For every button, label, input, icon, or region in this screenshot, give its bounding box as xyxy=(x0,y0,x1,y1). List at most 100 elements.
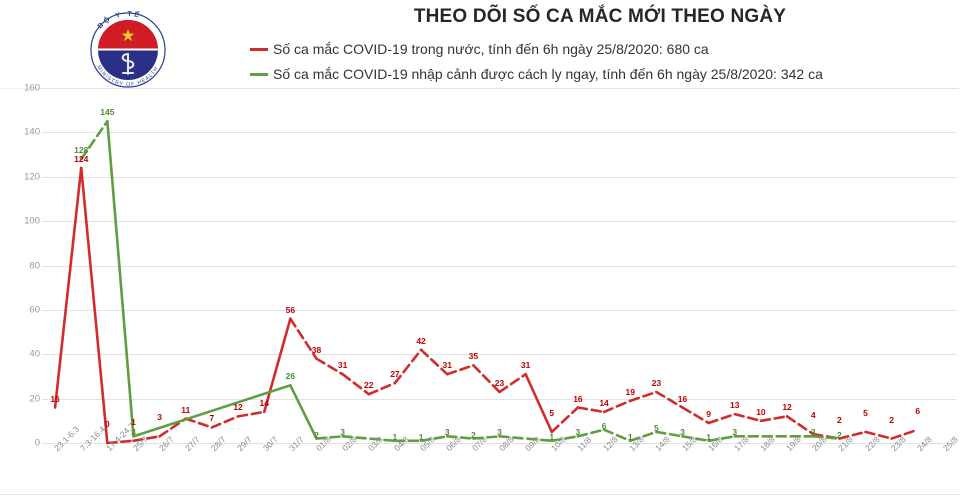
series-segment xyxy=(628,390,658,403)
y-axis: 0 20 40 60 80 100 120 140 160 xyxy=(0,83,40,449)
gridline xyxy=(42,265,957,267)
data-point-label: 2 xyxy=(836,414,842,425)
data-point-label: 3 xyxy=(444,427,450,438)
series-segment xyxy=(289,317,318,360)
data-point-label: 3 xyxy=(340,427,346,438)
gridline xyxy=(42,398,957,400)
series-segment xyxy=(315,357,344,376)
y-axis-tick-label: 160 xyxy=(24,82,40,94)
series-segment xyxy=(341,372,371,396)
data-point-label: 1 xyxy=(549,431,555,442)
data-point-label: 128 xyxy=(74,145,89,155)
series-segment xyxy=(681,406,710,425)
y-axis-tick-label: 60 xyxy=(29,304,40,316)
data-point-label: 3 xyxy=(157,412,163,423)
data-point-label: 0 xyxy=(104,419,110,429)
series-segment xyxy=(498,372,527,394)
y-axis-tick-label: 40 xyxy=(29,348,40,360)
data-point-label: 145 xyxy=(100,107,115,118)
legend-swatch-green-icon xyxy=(250,72,268,76)
legend-label-domestic: Số ca mắc COVID-19 trong nước, tính đến … xyxy=(273,41,709,57)
series-segment xyxy=(341,435,397,443)
series-segment xyxy=(472,364,501,394)
series-segment xyxy=(419,435,449,443)
series-segment xyxy=(655,390,684,409)
series-segment xyxy=(184,417,214,429)
chart-gridlines xyxy=(42,88,957,444)
chart-series-lines xyxy=(53,119,920,445)
series-segment xyxy=(811,435,841,440)
data-point-label: 2 xyxy=(836,429,842,440)
series-segment xyxy=(79,119,109,161)
series-segment xyxy=(733,412,763,423)
ministry-of-health-vietnam-logo: BỘ Y TẾ MINISTRY OF HEALTH xyxy=(78,2,178,98)
x-axis: 23.1-6.3 7.3-16.4 17.4-24.7 25/7 26/7 27/7 28/… xyxy=(0,421,960,498)
series-segment xyxy=(315,435,344,440)
series-segment xyxy=(79,166,109,445)
series-segment xyxy=(262,317,292,414)
legend-item-imported: Số ca mắc COVID-19 nhập cảnh được cách l… xyxy=(250,63,950,85)
data-point-label: 22 xyxy=(364,380,374,391)
gridline xyxy=(42,88,957,89)
data-point-label: 26 xyxy=(285,371,296,382)
data-point-label: 16 xyxy=(677,393,688,404)
data-point-label: 1 xyxy=(131,416,136,427)
data-point-label: 1 xyxy=(706,431,712,442)
series-segment xyxy=(602,428,632,443)
series-segment xyxy=(576,406,606,414)
data-point-label: 4 xyxy=(810,410,816,421)
gridline xyxy=(42,132,957,134)
data-point-label: 2 xyxy=(470,429,476,440)
data-point-label: 11 xyxy=(181,404,191,415)
data-point-label: 3 xyxy=(497,427,502,438)
series-segment xyxy=(628,430,658,443)
data-point-label: 124 xyxy=(74,153,89,164)
series-segment xyxy=(132,384,292,438)
series-segment xyxy=(838,430,867,440)
data-point-label: 5 xyxy=(653,422,659,433)
data-point-label: 10 xyxy=(756,406,766,417)
gridline xyxy=(42,221,957,223)
data-point-label: 14 xyxy=(599,397,609,408)
series-segment xyxy=(210,415,240,429)
gridline xyxy=(42,309,957,311)
series-segment xyxy=(602,399,632,414)
data-point-label: 35 xyxy=(468,351,479,362)
y-axis-tick-label: 20 xyxy=(29,393,40,405)
y-axis-tick-label: 80 xyxy=(29,260,40,271)
series-segment xyxy=(785,415,815,436)
data-point-label: 12 xyxy=(782,402,792,413)
data-point-label: 3 xyxy=(680,427,685,438)
data-point-label: 13 xyxy=(730,400,740,411)
series-segment xyxy=(890,428,920,440)
series-segment xyxy=(707,412,737,425)
data-point-label: 16 xyxy=(50,393,60,404)
data-point-label: 9 xyxy=(706,409,712,420)
legend-label-imported: Số ca mắc COVID-19 nhập cảnh được cách l… xyxy=(273,66,823,82)
data-point-label: 1 xyxy=(418,431,424,442)
series-segment xyxy=(864,430,893,440)
chart-plot-area: 0 20 40 60 80 100 120 140 160 16 124 0 1 3 11 7 12 14 56 3… xyxy=(0,83,960,498)
series-segment xyxy=(106,119,135,438)
y-axis-tick-label: 120 xyxy=(24,171,40,183)
data-point-label: 12 xyxy=(233,402,243,413)
data-point-label: 56 xyxy=(285,304,296,315)
series-segment xyxy=(236,410,266,418)
data-point-label: 42 xyxy=(416,335,426,346)
series-segment xyxy=(498,435,554,443)
data-point-label: 23 xyxy=(494,377,505,388)
gridline xyxy=(42,354,957,356)
data-point-label: 6 xyxy=(601,420,607,431)
chart-legend: Số ca mắc COVID-19 trong nước, tính đến … xyxy=(250,38,950,88)
data-point-label: 3 xyxy=(810,427,816,438)
data-point-label: 27 xyxy=(390,369,400,380)
data-point-label: 1 xyxy=(627,431,633,442)
data-point-label: 31 xyxy=(337,360,348,371)
series-segment xyxy=(655,430,684,438)
series-segment xyxy=(393,348,423,385)
legend-item-domestic: Số ca mắc COVID-19 trong nước, tính đến … xyxy=(250,38,950,60)
data-point-label: 14 xyxy=(259,397,269,408)
series-segment xyxy=(445,364,475,376)
y-axis-tick-label: 0 xyxy=(34,437,40,449)
